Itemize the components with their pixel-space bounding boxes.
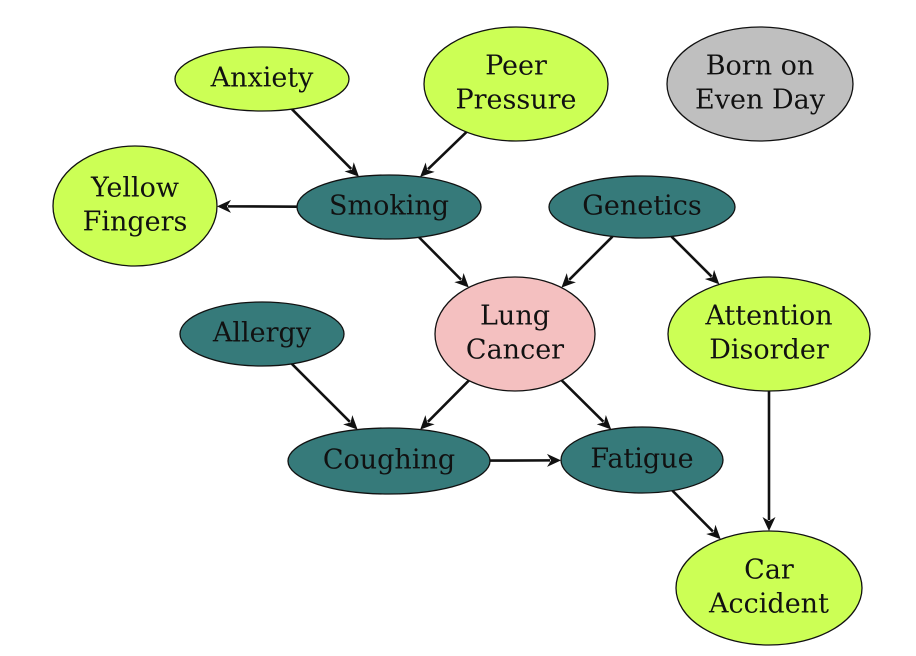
edge-peer-pressure-to-smoking — [420, 131, 468, 177]
edge-genetics-to-lung-cancer — [561, 235, 614, 288]
node-ellipse — [560, 426, 724, 494]
node-label: Coughing — [323, 445, 455, 476]
edges-layer — [216, 108, 776, 540]
edge-line — [671, 489, 714, 533]
node-label: Cancer — [466, 335, 564, 366]
node-ellipse — [296, 174, 482, 240]
arrowhead-icon — [546, 453, 562, 467]
node-ellipse — [179, 301, 345, 367]
edge-line — [426, 379, 470, 423]
node-label: Accident — [708, 589, 829, 620]
edge-smoking-to-lung-cancer — [418, 236, 469, 288]
arrowhead-icon — [216, 199, 232, 213]
node-label: Allergy — [212, 318, 312, 349]
node-ellipse — [287, 427, 491, 495]
node-label: Disorder — [709, 335, 829, 366]
node-ellipse — [675, 530, 863, 646]
edge-coughing-to-fatigue — [489, 453, 562, 467]
node-label: Yellow — [90, 173, 179, 204]
edge-allergy-to-coughing — [290, 362, 358, 430]
edge-line — [418, 236, 462, 281]
edge-line — [290, 362, 351, 423]
node-ellipse — [52, 145, 218, 267]
edge-anxiety-to-smoking — [290, 108, 359, 177]
node-ellipse — [548, 175, 736, 239]
node-label: Smoking — [329, 191, 449, 222]
edge-line — [290, 108, 353, 170]
arrowhead-icon — [762, 517, 776, 531]
node-ellipse — [423, 26, 609, 142]
arrowhead-icon — [454, 272, 469, 288]
node-label: Fingers — [83, 207, 188, 238]
arrowhead-icon — [344, 162, 359, 177]
edge-genetics-to-attention-disorder — [670, 235, 720, 285]
edge-smoking-to-yellow-fingers — [216, 199, 298, 213]
edge-attention-disorder-to-car-accident — [762, 391, 776, 531]
arrowhead-icon — [706, 524, 721, 540]
node-genetics: Genetics — [548, 175, 736, 239]
node-label: Even Day — [695, 85, 826, 116]
node-fatigue: Fatigue — [560, 426, 724, 494]
node-label: Pressure — [455, 85, 576, 116]
node-smoking: Smoking — [296, 174, 482, 240]
node-ellipse — [666, 26, 854, 142]
node-anxiety: Anxiety — [174, 46, 350, 112]
edge-fatigue-to-car-accident — [671, 489, 721, 540]
edge-line — [670, 235, 713, 278]
edge-lung-cancer-to-fatigue — [560, 379, 612, 430]
node-label: Attention — [704, 301, 832, 332]
node-label: Peer — [485, 51, 547, 82]
arrowhead-icon — [596, 414, 612, 430]
arrowhead-icon — [704, 269, 720, 285]
node-label: Lung — [480, 301, 550, 332]
node-ellipse — [434, 276, 596, 392]
edge-line — [560, 379, 605, 423]
node-allergy: Allergy — [179, 301, 345, 367]
arrowhead-icon — [343, 415, 358, 430]
node-coughing: Coughing — [287, 427, 491, 495]
node-label: Car — [744, 555, 794, 586]
node-label: Born on — [706, 51, 815, 82]
node-label: Genetics — [582, 191, 701, 222]
node-ellipse — [174, 46, 350, 112]
edge-lung-cancer-to-coughing — [420, 379, 470, 430]
edge-line — [568, 235, 614, 281]
node-ellipse — [667, 276, 871, 392]
arrowhead-icon — [420, 162, 435, 177]
node-label: Fatigue — [590, 444, 693, 475]
arrowhead-icon — [420, 415, 435, 430]
node-label: Anxiety — [210, 63, 315, 94]
edge-line — [427, 131, 468, 171]
arrowhead-icon — [561, 273, 576, 288]
